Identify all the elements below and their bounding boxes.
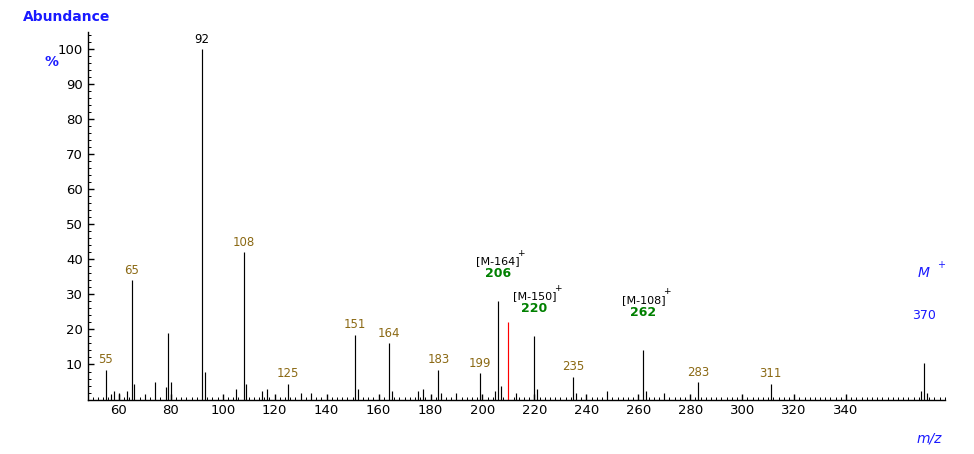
Text: 108: 108 [233, 236, 254, 249]
Text: %: % [45, 54, 58, 69]
Text: 55: 55 [98, 353, 113, 366]
Text: [M-164]: [M-164] [476, 257, 520, 266]
Text: 151: 151 [344, 318, 366, 331]
Text: 125: 125 [277, 367, 299, 380]
Text: [M-108]: [M-108] [621, 295, 665, 305]
Text: [M-150]: [M-150] [512, 291, 556, 301]
Text: 92: 92 [195, 33, 209, 46]
Text: 220: 220 [521, 302, 547, 316]
Text: +: + [554, 284, 561, 293]
Text: 262: 262 [630, 306, 656, 319]
Text: 164: 164 [378, 327, 400, 340]
Text: M: M [918, 266, 930, 281]
Text: 235: 235 [562, 360, 584, 373]
Text: 283: 283 [687, 365, 709, 379]
Text: 206: 206 [485, 267, 511, 281]
Text: +: + [663, 287, 670, 296]
Text: 183: 183 [428, 353, 449, 366]
Text: m/z: m/z [917, 431, 942, 445]
Text: +: + [517, 249, 525, 258]
Text: 311: 311 [760, 367, 782, 380]
Text: 65: 65 [125, 264, 139, 277]
Text: Abundance: Abundance [23, 10, 111, 25]
Text: +: + [937, 260, 945, 270]
Text: 370: 370 [912, 310, 936, 322]
Text: 199: 199 [468, 357, 491, 370]
